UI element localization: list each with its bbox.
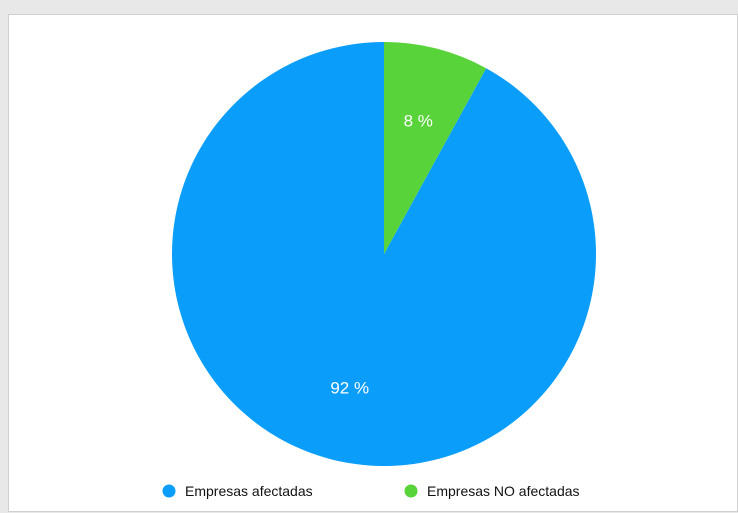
pie-chart: 92 % 8 % Empresas afectadas Empresas NO af… [162, 42, 596, 499]
pie-slice-1 [384, 42, 487, 254]
legend: Empresas afectadas Empresas NO afectadas [162, 483, 580, 499]
legend-label-1: Empresas NO afectadas [427, 483, 580, 499]
chart-frame: 92 % 8 % Empresas afectadas Empresas NO af… [8, 14, 738, 512]
legend-item-1: Empresas NO afectadas [404, 483, 580, 499]
legend-item-0: Empresas afectadas [162, 483, 313, 499]
legend-label-0: Empresas afectadas [185, 483, 313, 499]
slice-label-1: 8 % [404, 112, 433, 131]
legend-swatch-0 [162, 484, 176, 498]
slice-label-0: 92 % [330, 378, 369, 397]
slice-labels: 92 % 8 % [330, 112, 433, 398]
pie-slice-0 [171, 42, 596, 466]
pie-slices [171, 42, 596, 466]
legend-swatch-1 [404, 484, 418, 498]
